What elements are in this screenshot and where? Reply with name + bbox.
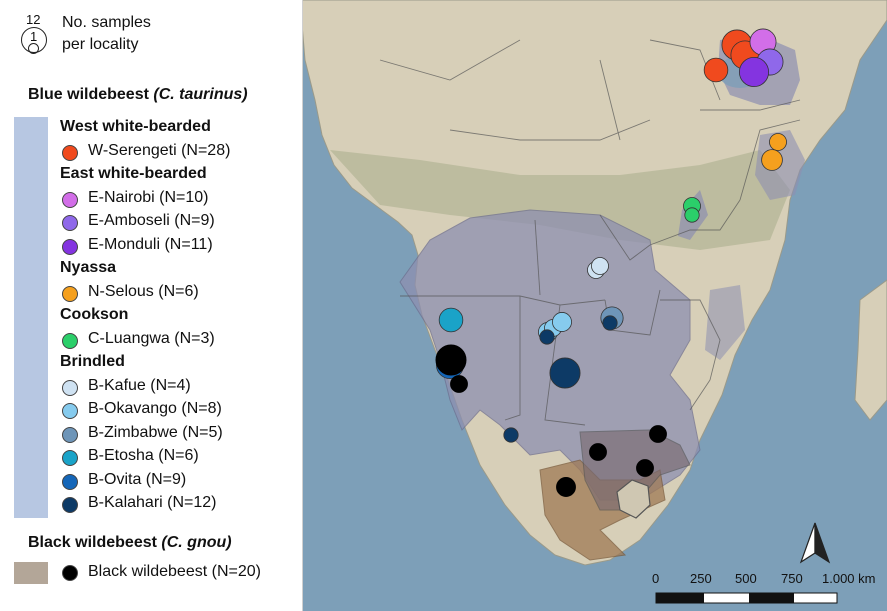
legend-label-4-2: B-Zimbabwe (N=5) <box>88 423 223 441</box>
legend-dot-4-5 <box>62 497 78 513</box>
legend-label-4-0: B-Kafue (N=4) <box>88 376 191 394</box>
legend-dot-4-0 <box>62 379 78 396</box>
legend-dot-4-3 <box>62 450 78 466</box>
legend-dot-3-0 <box>62 332 78 349</box>
legend-label-2-0: N-Selous (N=6) <box>88 282 199 300</box>
legend-dot-2-0 <box>62 285 78 302</box>
locality-w-serengeti-2 <box>703 57 729 83</box>
locality-n-selous-7 <box>761 149 783 171</box>
legend: 12 1 No. samples per locality Blue wilde… <box>0 0 303 611</box>
locality-e-monduli-5 <box>738 56 770 88</box>
locality-black-25 <box>649 425 667 443</box>
scale-tick-0: 0 <box>652 571 660 586</box>
locality-n-selous-6 <box>769 133 787 151</box>
locality-b-kalahari-19 <box>539 329 555 345</box>
legend-label-4-5: B-Kalahari (N=12) <box>88 494 217 511</box>
legend-group-2: Nyassa <box>60 259 117 276</box>
legend-label-0-0: W-Serengeti (N=28) <box>88 141 231 159</box>
legend-dot-4-1 <box>62 403 78 419</box>
blue-range-swatch <box>14 117 48 518</box>
locality-c-luangwa-9 <box>684 207 700 223</box>
legend-dot-1-2 <box>62 238 78 255</box>
locality-b-okavango-14 <box>552 312 572 332</box>
scale-tick-250: 250 <box>690 571 712 586</box>
locality-b-etosha-16 <box>438 307 464 333</box>
blue-range-mozambique <box>705 285 745 360</box>
locality-black-26 <box>636 459 654 477</box>
legend-label-4-3: B-Etosha (N=6) <box>88 447 199 464</box>
legend-dot-4-4 <box>62 473 78 490</box>
size-note-big: 12 <box>26 12 41 27</box>
locality-b-kalahari-21 <box>503 427 519 443</box>
black-title: Black wildebeest (C. gnou) <box>28 534 232 551</box>
legend-label-4-1: B-Okavango (N=8) <box>88 400 222 417</box>
scale-tick-1000: 1.000 km <box>822 571 876 586</box>
black-range-swatch <box>14 562 48 584</box>
legend-label-black: Black wildebeest (N=20) <box>88 563 261 580</box>
size-note-small-circle <box>28 43 39 54</box>
locality-b-kalahari-20 <box>602 315 618 331</box>
locality-black-24 <box>589 443 607 461</box>
madagascar <box>854 279 887 421</box>
locality-black-23 <box>450 375 468 393</box>
size-note-line1: No. samples <box>62 14 151 31</box>
legend-label-1-2: E-Monduli (N=11) <box>88 235 213 253</box>
blue-title: Blue wildebeest (C. taurinus) <box>28 86 248 103</box>
legend-group-3: Cookson <box>60 306 129 323</box>
legend-dot-1-0 <box>62 191 78 208</box>
sampling-localities <box>435 28 787 497</box>
legend-group-4: Brindled <box>60 353 125 370</box>
north-arrow <box>799 522 831 564</box>
scale-tick-750: 750 <box>781 571 803 586</box>
legend-group-0: West white-bearded <box>60 118 211 135</box>
lesotho <box>616 479 651 519</box>
legend-label-3-0: C-Luangwa (N=3) <box>88 329 215 347</box>
legend-label-1-1: E-Amboseli (N=9) <box>88 212 215 229</box>
scale-bar <box>655 592 838 604</box>
scale-tick-500: 500 <box>735 571 757 586</box>
legend-dot-1-1 <box>62 215 78 231</box>
locality-black-22 <box>435 344 467 376</box>
size-note-line2: per locality <box>62 36 139 53</box>
forest-zone <box>330 150 790 250</box>
legend-dot-black <box>62 565 78 581</box>
locality-black-27 <box>556 477 576 497</box>
size-note-small: 1 <box>30 29 38 44</box>
legend-group-1: East white-bearded <box>60 165 207 182</box>
legend-label-4-4: B-Ovita (N=9) <box>88 470 187 488</box>
locality-b-kalahari-18 <box>549 357 581 389</box>
legend-dot-0-0 <box>62 144 78 161</box>
country-borders <box>379 39 801 426</box>
legend-dot-4-2 <box>62 426 78 443</box>
legend-label-1-0: E-Nairobi (N=10) <box>88 188 209 206</box>
locality-b-kafue-11 <box>591 257 609 275</box>
